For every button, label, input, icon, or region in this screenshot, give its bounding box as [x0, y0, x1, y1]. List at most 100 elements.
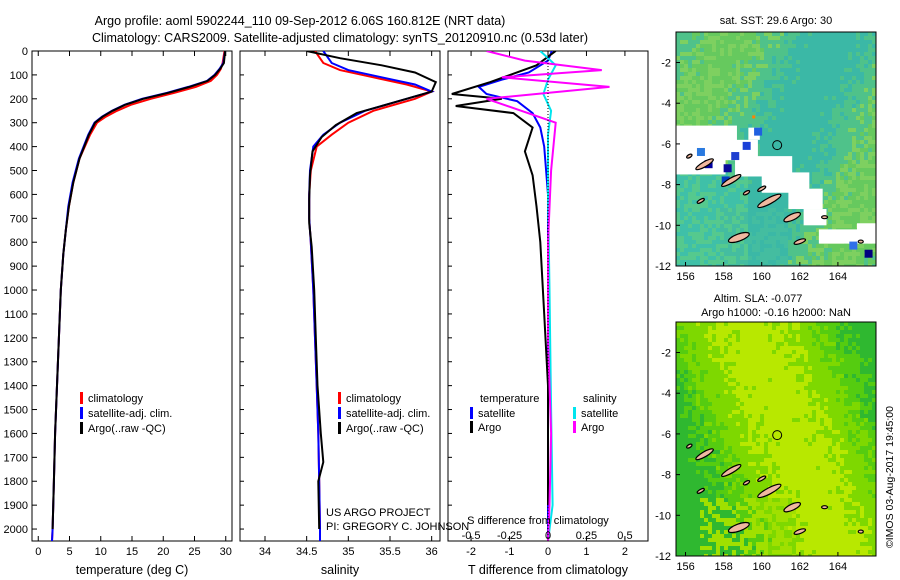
map-cell	[724, 216, 729, 221]
map-cell	[728, 350, 733, 355]
map-cell	[816, 362, 821, 367]
map-cell	[684, 402, 689, 407]
map-cell	[796, 116, 801, 121]
map-cell	[792, 338, 797, 343]
map-cell	[872, 60, 876, 65]
map-cell	[704, 76, 709, 81]
map-cell	[796, 236, 801, 241]
map-cell	[800, 406, 805, 411]
map-cell	[720, 326, 725, 331]
map-cell	[816, 252, 821, 257]
map-cell	[688, 430, 693, 435]
map-cell	[868, 430, 873, 435]
map-cell	[788, 96, 793, 101]
map-cell	[852, 208, 857, 213]
map-cell	[756, 84, 761, 89]
map-cell	[804, 116, 809, 121]
map-cell	[688, 104, 693, 109]
map-cell	[752, 224, 757, 229]
map-cell	[744, 386, 749, 391]
map-cell	[776, 430, 781, 435]
map-cell	[696, 244, 701, 249]
map-cell	[828, 382, 833, 387]
map-cell	[860, 462, 865, 467]
map-cell	[704, 100, 709, 105]
map-cell	[796, 406, 801, 411]
map-cell	[712, 462, 717, 467]
map-cell	[740, 430, 745, 435]
map-cell	[760, 248, 765, 253]
map-cell	[736, 240, 741, 245]
map-cell	[720, 32, 725, 37]
map-cell	[744, 120, 749, 125]
map-cell	[824, 354, 829, 359]
map-cell	[828, 64, 833, 69]
map-cell	[732, 76, 737, 81]
map-cell	[848, 334, 853, 339]
map-cell	[792, 402, 797, 407]
map-cell	[708, 422, 713, 427]
map-cell	[772, 430, 777, 435]
map-cell	[736, 64, 741, 69]
map-cell	[860, 124, 865, 129]
map-cell	[816, 354, 821, 359]
map-cell	[828, 342, 833, 347]
map-cell	[820, 48, 825, 53]
map-cell	[736, 256, 741, 261]
map-cell	[760, 120, 765, 125]
map-cell	[708, 224, 713, 229]
map-cell	[712, 200, 717, 205]
map-cell	[844, 32, 849, 37]
map-cell	[868, 366, 873, 371]
map-cell	[856, 386, 861, 391]
map-cell	[860, 68, 865, 73]
map-cell	[788, 252, 793, 257]
map-cell	[848, 120, 853, 125]
map-cell	[872, 72, 876, 77]
map-cell	[728, 430, 733, 435]
map-cell	[792, 414, 797, 419]
map-cell	[816, 346, 821, 351]
map-cell	[812, 450, 817, 455]
map-cell	[812, 100, 817, 105]
map-cell	[836, 176, 841, 181]
map-cell	[740, 330, 745, 335]
map-cell	[856, 402, 861, 407]
map-cell	[816, 414, 821, 419]
map-cell	[736, 244, 741, 249]
map-cell	[844, 148, 849, 153]
map-cell	[828, 338, 833, 343]
map-cell	[684, 378, 689, 383]
map-cell	[764, 414, 769, 419]
map-cell	[824, 204, 829, 209]
map-cell	[836, 244, 841, 249]
map-cell	[804, 112, 809, 117]
map-cell	[860, 204, 865, 209]
map-cell	[868, 442, 873, 447]
map-cell	[780, 100, 785, 105]
map-cell	[744, 402, 749, 407]
map-cell	[712, 338, 717, 343]
map-cell	[792, 160, 797, 165]
map-cell	[840, 176, 845, 181]
map-cell	[688, 354, 693, 359]
map-cell	[788, 44, 793, 49]
map-cell	[780, 406, 785, 411]
map-cell	[744, 84, 749, 89]
map-cell	[676, 438, 681, 443]
map-cell	[756, 92, 761, 97]
map-cell	[864, 450, 869, 455]
x-tick-label-top: 0.5	[617, 530, 632, 542]
map-cell	[680, 120, 685, 125]
map-cell	[804, 252, 809, 257]
map-cell	[732, 168, 737, 173]
map-cell	[800, 156, 805, 161]
map-cell	[760, 326, 765, 331]
map-cell	[812, 354, 817, 359]
map-cell	[788, 346, 793, 351]
map-cell	[740, 358, 745, 363]
map-cell	[792, 144, 797, 149]
map-cell	[860, 334, 865, 339]
map-cell	[688, 100, 693, 105]
map-cell	[820, 160, 825, 165]
